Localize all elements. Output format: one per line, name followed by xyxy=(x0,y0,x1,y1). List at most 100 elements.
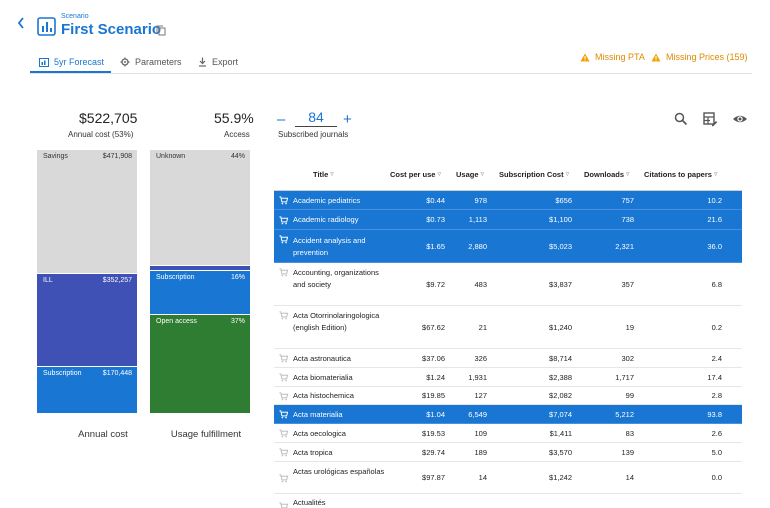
subscription-cost-cell: $2,082 xyxy=(549,391,572,400)
table-row[interactable]: Actualités xyxy=(274,494,742,508)
column-header-usage[interactable]: Usage ▿ xyxy=(456,164,484,184)
citations-cell: 0.2 xyxy=(711,322,722,332)
table-row[interactable]: Accounting, organizations and society $9.… xyxy=(274,263,742,306)
subscription-cost-cell: $3,837 xyxy=(549,279,572,289)
tab-label: Export xyxy=(212,57,239,67)
citations-cell xyxy=(274,494,722,508)
subscribed-journals-input[interactable]: 84 xyxy=(295,109,337,127)
cost-per-use-cell: $9.72 xyxy=(426,279,445,289)
column-header-downloads[interactable]: Downloads ▿ xyxy=(584,164,630,184)
usage-cell: 1,931 xyxy=(468,372,487,382)
downloads-cell: 83 xyxy=(625,428,634,438)
sort-icon: ▿ xyxy=(437,171,441,178)
tab-parameters[interactable]: Parameters xyxy=(120,50,182,74)
tab-export[interactable]: Export xyxy=(198,50,238,74)
cart-icon[interactable] xyxy=(279,215,288,225)
table-row[interactable]: Acta astronautica $37.06 326 $8,714 302 2.4 xyxy=(274,349,742,368)
usage-segment-open-access: Open access 37% xyxy=(150,315,250,413)
header-divider xyxy=(30,73,752,74)
back-button[interactable] xyxy=(14,16,28,34)
journal-title-cell: Acta Otorrinolaringologica (english Edit… xyxy=(293,310,380,332)
citations-cell: 17.4 xyxy=(707,372,722,382)
copy-icon[interactable] xyxy=(156,25,166,36)
cart-icon[interactable] xyxy=(279,501,288,508)
scenario-title[interactable]: First Scenario xyxy=(61,21,162,38)
subscription-cost-cell: $5,023 xyxy=(549,241,572,251)
decrease-journals-button[interactable]: – xyxy=(277,111,286,128)
cart-icon[interactable] xyxy=(279,429,288,438)
table-row[interactable]: Acta biomaterialia $1.24 1,931 $2,388 1,717 1… xyxy=(274,368,742,387)
journal-title-cell: Acta tropica xyxy=(293,447,333,457)
table-row[interactable]: Acta histochemica $19.85 127 $2,082 99 2.8 xyxy=(274,387,742,405)
table-row[interactable]: Acta Otorrinolaringologica (english Edit… xyxy=(274,306,742,349)
journal-title-cell: Acta oecologica xyxy=(293,428,346,438)
cart-icon[interactable] xyxy=(279,473,288,483)
column-header-cost-per-use[interactable]: Cost per use ▿ xyxy=(390,164,441,184)
citations-cell: 36.0 xyxy=(707,241,722,251)
column-label: Citations to papers xyxy=(644,169,712,179)
subscribed-journals-label: Subscribed journals xyxy=(278,130,349,139)
sort-icon: ▿ xyxy=(480,171,485,178)
gear-icon xyxy=(120,57,130,67)
usage-cell: 483 xyxy=(474,279,487,289)
table-row[interactable]: Accident analysis and prevention $1.65 2,8… xyxy=(274,230,742,263)
segment-value: $471,908 xyxy=(102,153,132,160)
table-row[interactable]: Academic radiology $0.73 1,113 $1,100 738 21.… xyxy=(274,210,742,230)
cart-icon[interactable] xyxy=(279,354,288,363)
journal-title-cell: Academic pediatrics xyxy=(293,195,361,205)
usage-cell: 2,880 xyxy=(468,241,487,251)
cost-per-use-cell: $19.85 xyxy=(422,391,445,400)
sort-icon: ▿ xyxy=(330,171,334,178)
usage-fulfillment-caption: Usage fulfillment xyxy=(170,429,242,440)
citations-cell: 2.4 xyxy=(711,353,722,363)
cart-icon[interactable] xyxy=(279,235,288,244)
segment-label: Open access xyxy=(156,318,197,325)
subscription-cost-cell: $656 xyxy=(555,195,572,205)
citations-cell: 5.0 xyxy=(711,447,722,457)
column-header-subscription-cost[interactable]: Subscription Cost ▿ xyxy=(499,164,569,184)
active-tab-indicator xyxy=(30,71,111,73)
table-edit-icon[interactable] xyxy=(702,111,718,127)
cart-icon[interactable] xyxy=(279,410,288,419)
segment-value: 37% xyxy=(230,318,245,325)
tab-5yr-forecast[interactable]: 5yr Forecast xyxy=(39,50,104,74)
subscription-cost-cell: $2,388 xyxy=(549,372,572,382)
cart-icon[interactable] xyxy=(279,391,288,401)
citations-cell: 21.6 xyxy=(707,215,722,224)
journal-title-cell: Acta astronautica xyxy=(293,353,351,363)
table-row[interactable]: Academic pediatrics $0.44 978 $656 757 10.2 xyxy=(274,191,742,210)
cost-per-use-cell: $1.65 xyxy=(426,241,445,251)
subscription-cost-cell: $3,570 xyxy=(549,447,572,457)
cart-icon[interactable] xyxy=(279,311,288,320)
search-icon[interactable] xyxy=(673,111,689,127)
column-header-title[interactable]: Title ▿ xyxy=(313,164,334,184)
segment-label: ILL xyxy=(43,277,53,284)
usage-cell: 21 xyxy=(478,322,487,332)
usage-segment-ill xyxy=(150,266,250,270)
usage-cell: 189 xyxy=(474,447,487,457)
downloads-cell: 19 xyxy=(625,322,634,332)
segment-label: Savings xyxy=(43,153,68,160)
column-label: Subscription Cost xyxy=(499,169,564,179)
cart-icon[interactable] xyxy=(279,196,288,205)
cart-icon[interactable] xyxy=(279,373,288,382)
eye-icon[interactable] xyxy=(732,111,748,127)
journal-title-cell: Actas urológicas españolas xyxy=(293,467,385,476)
table-row[interactable]: Acta materialia $1.04 6,549 $7,074 5,212 93.8 xyxy=(274,405,742,424)
journal-title-cell: Accounting, organizations and society xyxy=(293,267,379,289)
increase-journals-button[interactable]: + xyxy=(343,111,352,128)
column-header-citations[interactable]: Citations to papers ▿ xyxy=(644,164,717,184)
table-row[interactable]: Actas urológicas españolas $97.87 14 $1,242… xyxy=(274,462,742,494)
journal-title-cell: Acta biomaterialia xyxy=(293,372,353,382)
warning-missing-prices[interactable]: Missing Prices (159) xyxy=(651,52,748,62)
cost-per-use-cell: $67.62 xyxy=(422,322,445,332)
sort-icon: ▿ xyxy=(565,171,570,178)
cost-per-use-cell: $1.04 xyxy=(426,409,445,419)
cart-icon[interactable] xyxy=(279,448,288,457)
bar-chart-icon xyxy=(37,17,56,36)
warning-missing-pta[interactable]: Missing PTA xyxy=(580,52,645,62)
table-row[interactable]: Acta oecologica $19.53 109 $1,411 83 2.6 xyxy=(274,424,742,443)
segment-value: 44% xyxy=(230,153,245,160)
table-row[interactable]: Acta tropica $29.74 189 $3,570 139 5.0 xyxy=(274,443,742,462)
cart-icon[interactable] xyxy=(279,268,288,277)
